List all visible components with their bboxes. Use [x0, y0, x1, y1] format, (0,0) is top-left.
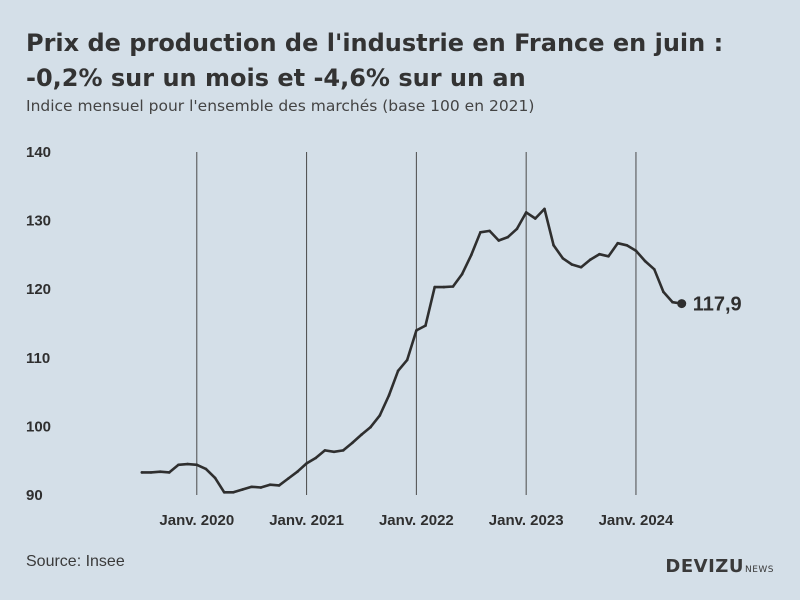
data-point: [643, 259, 647, 263]
data-point: [405, 358, 409, 362]
data-point: [588, 258, 592, 262]
data-point: [213, 476, 217, 480]
y-tick-label: 110: [26, 350, 50, 367]
x-tick-label: Janv. 2024: [599, 512, 674, 529]
y-tick-label: 130: [26, 213, 51, 230]
data-point: [616, 241, 619, 245]
y-tick-label: 100: [26, 418, 51, 435]
data-point: [488, 229, 491, 233]
x-tick-label: Janv. 2020: [159, 512, 234, 529]
data-point: [241, 488, 244, 491]
data-point: [460, 272, 464, 276]
series-line: [140, 207, 683, 494]
data-point: [158, 470, 162, 474]
data-point: [259, 486, 263, 489]
data-point: [424, 324, 427, 327]
data-point: [232, 491, 235, 494]
data-point: [506, 235, 510, 239]
data-point: [470, 253, 473, 257]
data-point: [222, 491, 226, 494]
data-point: [250, 485, 253, 489]
x-tick-label: Janv. 2021: [269, 512, 344, 529]
y-axis-ticks: 90 100 110 120 130 140: [26, 144, 51, 504]
data-point: [442, 285, 446, 289]
chart-title: Prix de production de l'industrie en Fra…: [26, 29, 724, 92]
data-point: [204, 467, 208, 471]
data-point: [168, 471, 171, 474]
data-point: [332, 450, 336, 454]
data-point: [195, 463, 199, 467]
gridlines: [196, 152, 637, 495]
brand-logo: DEVIZUNEWS: [665, 556, 774, 577]
data-point: [387, 394, 391, 397]
data-point: [497, 239, 501, 242]
end-value-label: 117,9: [693, 294, 742, 316]
data-point: [314, 456, 318, 460]
data-point: [268, 483, 272, 487]
data-point: [415, 329, 418, 332]
data-point: [287, 477, 290, 480]
source-note: Source: Insee: [26, 553, 125, 570]
data-point: [305, 462, 308, 465]
data-point: [378, 414, 382, 417]
data-point: [341, 449, 345, 452]
data-point: [296, 470, 299, 474]
y-tick-label: 120: [26, 281, 51, 298]
data-point: [277, 484, 281, 487]
data-point: [570, 263, 574, 266]
x-axis-ticks: Janv. 2020 Janv. 2021 Janv. 2022 Janv. 2023…: [159, 512, 674, 529]
data-point: [625, 244, 629, 247]
data-points: [140, 207, 683, 494]
data-point: [186, 462, 189, 466]
data-point: [149, 471, 153, 474]
data-point: [634, 249, 638, 253]
data-point: [653, 268, 656, 271]
data-point: [579, 265, 583, 269]
data-point: [351, 441, 354, 445]
data-point: [360, 433, 363, 436]
brand-suffix: NEWS: [744, 565, 774, 575]
data-point: [543, 207, 546, 211]
data-point: [552, 244, 555, 247]
end-point-marker: [677, 299, 687, 309]
data-point: [396, 369, 400, 373]
x-tick-label: Janv. 2023: [489, 512, 564, 529]
chart-subtitle: Indice mensuel pour l'ensemble des march…: [26, 97, 535, 115]
data-point: [369, 425, 372, 429]
data-point: [479, 231, 482, 234]
data-point: [451, 285, 455, 288]
data-point: [671, 300, 674, 304]
data-point: [177, 463, 180, 467]
data-point: [607, 254, 610, 258]
data-point: [561, 257, 565, 260]
data-point: [534, 217, 537, 220]
data-point: [598, 252, 601, 256]
brand-name: DEVIZU: [665, 556, 744, 577]
data-point: [524, 211, 528, 214]
x-tick-label: Janv. 2022: [379, 512, 454, 529]
y-tick-label: 90: [26, 487, 43, 504]
data-point: [662, 290, 665, 294]
data-point: [140, 471, 144, 474]
y-tick-label: 140: [26, 144, 51, 161]
data-point: [433, 285, 437, 289]
data-point: [515, 227, 519, 231]
data-point: [323, 449, 327, 452]
